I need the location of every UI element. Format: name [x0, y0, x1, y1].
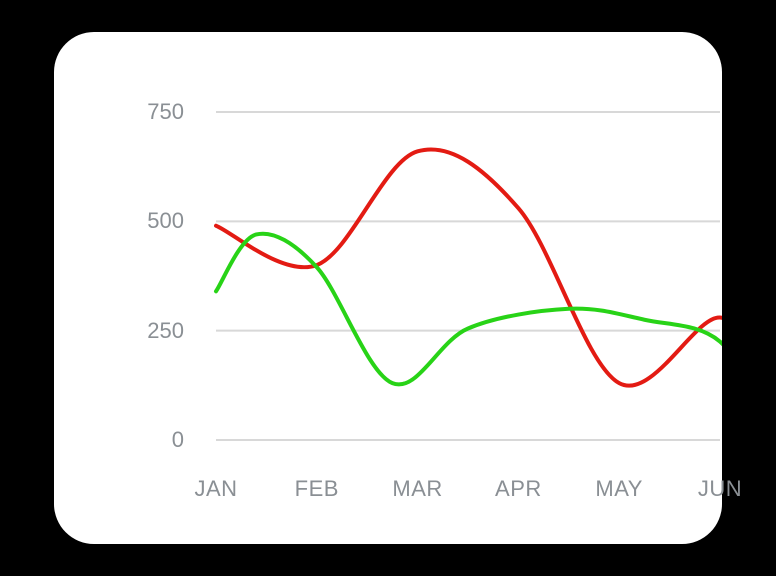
- y-tick-label: 0: [172, 427, 184, 453]
- chart-area: 0250500750 JANFEBMARAPRMAYJUN: [54, 32, 722, 544]
- x-tick-label: JUN: [698, 476, 742, 502]
- chart-series-group: [216, 149, 722, 426]
- x-tick-label: FEB: [295, 476, 339, 502]
- chart-line-series-red: [216, 149, 722, 394]
- x-tick-label: APR: [495, 476, 542, 502]
- x-tick-label: JAN: [194, 476, 237, 502]
- y-axis-labels: 0 250 500 750: [54, 32, 184, 544]
- y-tick-label: 750: [147, 99, 184, 125]
- chart-card: 0250500750 JANFEBMARAPRMAYJUN: [54, 32, 722, 544]
- y-tick-label: 500: [147, 208, 184, 234]
- x-tick-label: MAY: [595, 476, 643, 502]
- x-tick-label: MAR: [392, 476, 442, 502]
- y-tick-label: 250: [147, 318, 184, 344]
- x-axis-labels: JANFEBMARAPRMAYJUN: [54, 476, 722, 516]
